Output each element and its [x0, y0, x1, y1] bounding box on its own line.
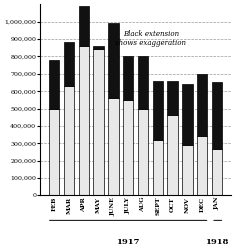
Bar	[93, 50, 104, 196]
Bar	[138, 108, 148, 196]
Bar	[64, 86, 74, 196]
Bar	[167, 116, 178, 196]
Bar	[182, 84, 192, 145]
Bar	[197, 136, 207, 196]
Bar	[64, 42, 74, 86]
Bar	[153, 81, 163, 140]
Bar	[108, 98, 119, 196]
Bar	[212, 148, 222, 196]
Bar	[138, 56, 148, 108]
Text: 1917: 1917	[116, 238, 140, 246]
Text: 1918: 1918	[205, 238, 229, 246]
Bar	[78, 6, 89, 46]
Bar	[78, 46, 89, 196]
Bar	[123, 56, 133, 100]
Bar	[197, 74, 207, 136]
Bar	[182, 145, 192, 196]
Bar	[153, 140, 163, 196]
Bar	[212, 82, 222, 148]
Text: Black extension
shows exaggeration: Black extension shows exaggeration	[115, 30, 186, 47]
Bar	[167, 81, 178, 116]
Bar	[108, 23, 119, 98]
Bar	[49, 108, 59, 196]
Bar	[123, 100, 133, 196]
Bar	[49, 60, 59, 108]
Bar	[93, 46, 104, 50]
